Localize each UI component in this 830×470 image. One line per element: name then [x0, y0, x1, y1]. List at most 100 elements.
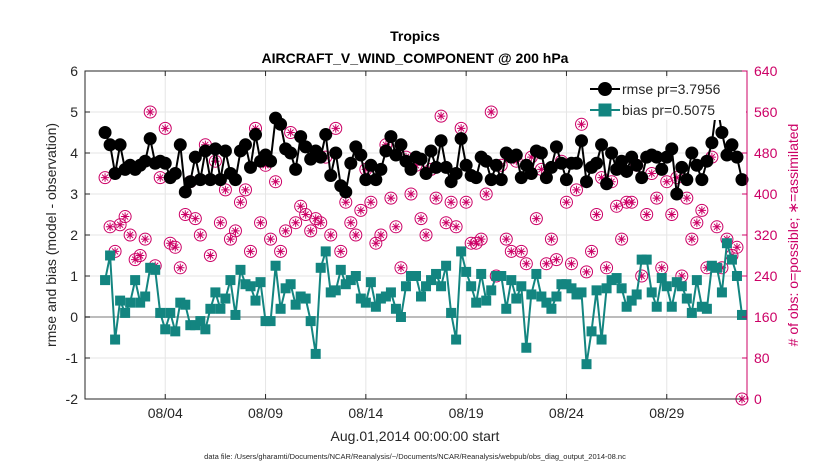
- rmse-point-23: [213, 173, 227, 187]
- rmse-point-79: [494, 173, 508, 187]
- legend-bias-marker: [598, 103, 612, 117]
- rmse-point-115: [675, 160, 689, 174]
- obs-assimilated-point-33: [266, 234, 275, 244]
- bias-point-86: [531, 268, 542, 279]
- obs-assimilated-point-53: [366, 198, 376, 207]
- obs-possible-point-35: [274, 244, 288, 258]
- rmse-point-85: [524, 167, 538, 180]
- obs-assimilated-point-40: [301, 210, 310, 219]
- bias-point-33: [265, 316, 276, 327]
- rmse-point-101: [605, 146, 619, 160]
- bias-point-40: [300, 293, 311, 304]
- rmse-point-67: [434, 134, 448, 148]
- obs-assimilated-point-39: [296, 202, 305, 211]
- obs-assimilated-point-36: [281, 226, 290, 236]
- bias-point-75: [476, 268, 487, 279]
- right-tick-label-5: 400: [754, 186, 778, 202]
- rmse-point-57: [384, 130, 398, 144]
- obs-assimilated-point-75: [477, 234, 486, 244]
- bias-point-4: [120, 307, 131, 318]
- obs-assimilated-point-113: [667, 210, 676, 219]
- bias-point-41: [305, 316, 316, 327]
- obs-assimilated-point-81: [507, 247, 516, 256]
- bias-point-98: [591, 285, 602, 296]
- bias-point-115: [676, 281, 687, 292]
- obs-possible-point-14: [168, 240, 182, 254]
- bias-point-110: [651, 301, 662, 312]
- obs-assimilated-point-64: [421, 230, 431, 240]
- obs-assimilated-point-93: [567, 259, 576, 268]
- obs-assimilated-point-5: [125, 230, 135, 240]
- bias-point-107: [636, 254, 647, 265]
- bias-point-19: [195, 316, 206, 327]
- rmse-point-88: [539, 171, 553, 185]
- obs-possible-point-76: [479, 187, 493, 201]
- y-axis-label-left: rmse and bias (model - observation): [43, 123, 59, 347]
- bias-point-30: [250, 295, 261, 306]
- obs-possible-point-64: [419, 228, 433, 242]
- bias-point-85: [526, 289, 537, 300]
- obs-assimilated-point-122: [712, 222, 722, 231]
- bias-point-50: [350, 271, 361, 281]
- obs-possible-point-47: [334, 244, 348, 258]
- bias-point-83: [516, 281, 527, 292]
- obs-assimilated-point-117: [687, 234, 697, 244]
- bias-point-11: [155, 307, 166, 318]
- obs-possible-point-25: [223, 232, 237, 246]
- obs-assimilated-point-115: [677, 271, 686, 281]
- obs-assimilated-point-83: [517, 247, 526, 256]
- obs-possible-point-97: [585, 244, 599, 258]
- left-tick-label-5: 3: [70, 186, 78, 202]
- bias-point-109: [646, 287, 657, 298]
- rmse-point-21: [203, 173, 217, 187]
- rmse-point-15: [173, 138, 187, 152]
- rmse-point-83: [514, 171, 528, 185]
- bias-point-114: [671, 277, 682, 288]
- bias-point-36: [280, 283, 291, 294]
- bias-point-31: [255, 277, 266, 288]
- obs-assimilated-point-85: [527, 152, 536, 162]
- left-tick-label-1: -1: [66, 350, 79, 366]
- obs-assimilated-point-1: [105, 222, 115, 231]
- obs-possible-point-15: [173, 261, 187, 275]
- rmse-point-87: [534, 146, 548, 160]
- rmse-point-19: [193, 173, 207, 187]
- rmse-point-1: [103, 138, 117, 152]
- obs-assimilated-point-111: [657, 263, 666, 272]
- obs-possible-point-34: [269, 175, 283, 189]
- bias-point-23: [215, 303, 226, 314]
- bias-point-58: [390, 303, 401, 314]
- rmse-point-110: [650, 150, 664, 164]
- obs-possible-point-77: [484, 105, 498, 119]
- rmse-point-48: [339, 185, 353, 199]
- y-axis-label-right: # of obs: o=possible; ∗=assimilated: [785, 124, 801, 347]
- bias-point-13: [165, 307, 176, 318]
- obs-possible-point-93: [564, 257, 578, 271]
- rmse-point-91: [554, 156, 568, 170]
- bias-point-91: [556, 279, 567, 290]
- bias-point-84: [521, 342, 532, 353]
- bias-point-100: [601, 283, 612, 294]
- bias-point-0: [100, 275, 111, 286]
- obs-assimilated-point-31: [256, 218, 265, 227]
- obs-assimilated-point-87: [537, 165, 546, 174]
- rmse-point-77: [484, 173, 498, 187]
- bias-point-22: [210, 287, 221, 298]
- obs-possible-point-100: [600, 261, 614, 275]
- bias-point-81: [506, 275, 517, 286]
- x-tick-label-3: 08/19: [449, 405, 484, 421]
- obs-assimilated-point-14: [171, 243, 180, 252]
- legend-rmse-marker: [598, 82, 612, 96]
- obs-possible-point-38: [289, 216, 303, 230]
- obs-possible-point-95: [575, 117, 588, 131]
- obs-possible-point-59: [394, 261, 408, 275]
- bias-point-125: [726, 254, 737, 265]
- obs-assimilated-point-72: [461, 198, 471, 207]
- obs-assimilated-point-49: [346, 218, 355, 227]
- obs-assimilated-point-84: [522, 259, 531, 268]
- data-file-footnote: data file: /Users/gharamti/Documents/NCA…: [204, 452, 626, 461]
- bias-point-123: [716, 287, 727, 298]
- bias-point-48: [340, 279, 351, 290]
- rmse-point-98: [590, 156, 604, 170]
